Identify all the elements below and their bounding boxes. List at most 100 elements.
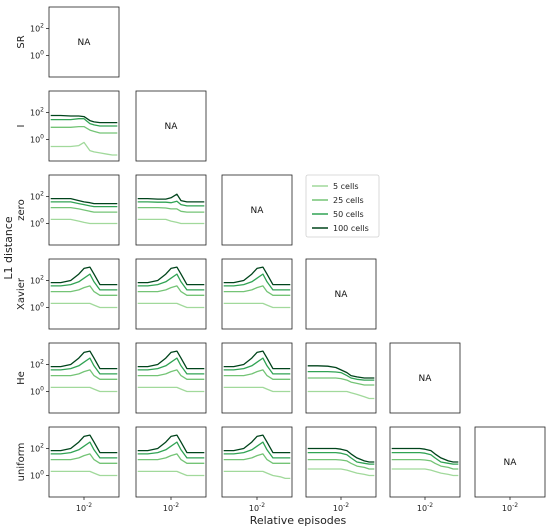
na-label: NA bbox=[419, 374, 433, 384]
series-line-100-cells bbox=[50, 197, 118, 205]
panel-uniform-uniform: NA 10-2 bbox=[474, 426, 546, 513]
tick-label: 10-2 bbox=[502, 502, 518, 513]
tick-label: 100 bbox=[30, 469, 44, 480]
tick-label: 10-2 bbox=[76, 502, 92, 513]
na-label: NA bbox=[335, 290, 349, 300]
series-line-100-cells bbox=[137, 193, 205, 203]
y-axis-label: L1 distance bbox=[2, 216, 15, 279]
legend-label-5-cells: 5 cells bbox=[333, 182, 359, 191]
panel-he-i bbox=[135, 342, 207, 414]
series-line-25-cells bbox=[50, 369, 118, 380]
series-line-100-cells bbox=[50, 266, 118, 286]
tick-label: 10-2 bbox=[333, 502, 349, 513]
series-line-5-cells bbox=[307, 390, 375, 400]
series-line-50-cells bbox=[391, 451, 459, 465]
tick-label: 102 bbox=[30, 275, 44, 286]
series-line-50-cells bbox=[223, 273, 291, 291]
panel-uniform-zero: 10-2 bbox=[221, 426, 293, 513]
panel-i-sr: 100 102 I bbox=[16, 90, 120, 162]
series-line-5-cells bbox=[307, 468, 375, 477]
tick-label: 10-2 bbox=[249, 502, 265, 513]
series-line-100-cells bbox=[223, 266, 291, 286]
row-label-uniform: uniform bbox=[16, 443, 27, 482]
series-line-100-cells bbox=[50, 114, 118, 124]
panel-uniform-xavier: 10-2 bbox=[305, 426, 377, 513]
panel-frame bbox=[389, 342, 461, 414]
series-line-100-cells bbox=[50, 434, 118, 454]
series-line-5-cells bbox=[223, 302, 291, 309]
panel-uniform-i: 10-2 bbox=[135, 426, 207, 513]
series-line-5-cells bbox=[223, 470, 291, 480]
panel-frame bbox=[305, 426, 377, 498]
series-line-25-cells bbox=[137, 453, 205, 464]
series-line-50-cells bbox=[137, 441, 205, 459]
series-line-25-cells bbox=[223, 453, 291, 464]
series-line-50-cells bbox=[137, 200, 205, 207]
na-label: NA bbox=[165, 122, 179, 132]
series-line-50-cells bbox=[50, 357, 118, 375]
panel-zero-zero: NA bbox=[221, 174, 293, 246]
series-line-100-cells bbox=[391, 447, 459, 463]
na-label: NA bbox=[504, 458, 518, 468]
tick-label: 102 bbox=[30, 23, 44, 34]
series-line-25-cells bbox=[223, 369, 291, 380]
panel-frame bbox=[48, 258, 120, 330]
legend-label-25-cells: 25 cells bbox=[333, 196, 364, 205]
panel-xavier-xavier: NA bbox=[305, 258, 377, 330]
panel-he-he: NA bbox=[389, 342, 461, 414]
series-line-50-cells bbox=[223, 441, 291, 459]
series-line-100-cells bbox=[307, 365, 375, 379]
panel-frame bbox=[305, 258, 377, 330]
series-line-50-cells bbox=[223, 357, 291, 375]
series-line-25-cells bbox=[50, 285, 118, 296]
tick-label: 102 bbox=[30, 359, 44, 370]
na-label: NA bbox=[78, 38, 92, 48]
panel-frame bbox=[48, 342, 120, 414]
panel-frame bbox=[135, 342, 207, 414]
panel-frame bbox=[474, 426, 546, 498]
panel-he-xavier bbox=[305, 342, 377, 414]
row-label-i: I bbox=[16, 125, 27, 128]
panel-frame bbox=[48, 6, 120, 78]
series-line-5-cells bbox=[50, 141, 118, 156]
panel-frame bbox=[389, 426, 461, 498]
series-line-5-cells bbox=[50, 302, 118, 309]
panel-xavier-zero bbox=[221, 258, 293, 330]
series-line-50-cells bbox=[137, 273, 205, 291]
series-line-25-cells bbox=[307, 377, 375, 386]
panel-i-i: NA bbox=[135, 90, 207, 162]
na-label: NA bbox=[251, 206, 265, 216]
tick-label: 100 bbox=[30, 49, 44, 60]
panel-he-zero bbox=[221, 342, 293, 414]
series-line-100-cells bbox=[137, 434, 205, 454]
panel-frame bbox=[135, 174, 207, 246]
series-line-100-cells bbox=[307, 447, 375, 463]
panel-frame bbox=[221, 174, 293, 246]
series-line-50-cells bbox=[307, 370, 375, 381]
row-label-zero: zero bbox=[16, 199, 27, 220]
legend-frame bbox=[305, 174, 380, 238]
row-label-xavier: Xavier bbox=[16, 277, 27, 310]
legend-label-100-cells: 100 cells bbox=[333, 224, 369, 233]
legend-label-50-cells: 50 cells bbox=[333, 210, 364, 219]
tick-label: 100 bbox=[30, 301, 44, 312]
series-line-50-cells bbox=[137, 357, 205, 375]
x-axis-label: Relative episodes bbox=[250, 514, 347, 527]
series-line-100-cells bbox=[50, 350, 118, 370]
series-line-5-cells bbox=[391, 468, 459, 477]
panel-frame bbox=[221, 342, 293, 414]
panel-frame bbox=[135, 258, 207, 330]
series-line-25-cells bbox=[137, 369, 205, 380]
series-line-25-cells bbox=[307, 458, 375, 470]
series-line-5-cells bbox=[50, 470, 118, 477]
series-line-5-cells bbox=[223, 386, 291, 393]
panel-frame bbox=[221, 426, 293, 498]
tick-label: 10-2 bbox=[417, 502, 433, 513]
series-line-5-cells bbox=[137, 470, 205, 477]
series-line-100-cells bbox=[137, 350, 205, 370]
